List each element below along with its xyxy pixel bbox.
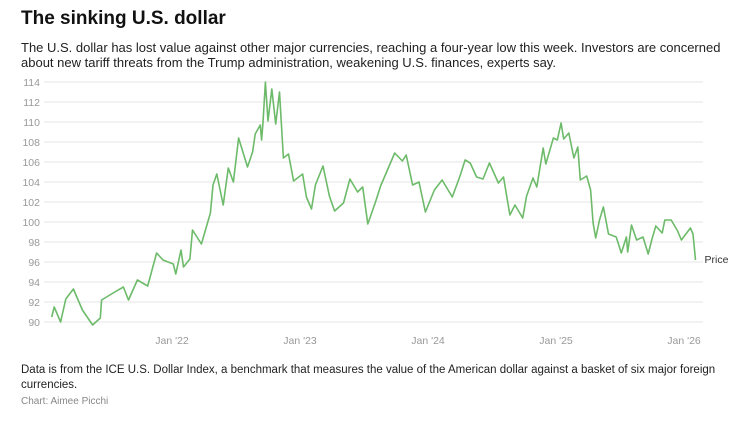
x-tick-label: Jan '24 — [411, 335, 445, 347]
y-tick-label: 98 — [28, 237, 40, 249]
x-tick-label: Jan '26 — [667, 335, 701, 347]
y-tick-label: 100 — [22, 217, 40, 229]
y-tick-label: 102 — [22, 197, 40, 209]
y-tick-label: 104 — [22, 177, 40, 189]
series-label-price: Price — [705, 254, 729, 266]
y-tick-label: 114 — [23, 77, 40, 89]
x-tick-label: Jan '23 — [283, 335, 317, 347]
x-tick-label: Jan '22 — [155, 335, 189, 347]
y-tick-label: 92 — [28, 297, 40, 309]
chart-title: The sinking U.S. dollar — [21, 8, 226, 29]
source-note: Data is from the ICE U.S. Dollar Index, … — [21, 364, 716, 391]
y-tick-label: 106 — [22, 157, 40, 169]
y-tick-label: 108 — [22, 137, 40, 149]
y-tick-label: 90 — [28, 317, 40, 329]
chart-credit: Chart: Aimee Picchi — [21, 396, 109, 407]
x-tick-label: Jan '25 — [539, 335, 573, 347]
y-tick-label: 94 — [28, 277, 40, 289]
chart-subtitle: The U.S. dollar has lost value against o… — [21, 40, 721, 70]
y-tick-label: 110 — [23, 117, 40, 129]
price-line — [50, 81, 697, 326]
y-tick-label: 96 — [28, 257, 40, 269]
y-tick-label: 112 — [23, 97, 40, 109]
